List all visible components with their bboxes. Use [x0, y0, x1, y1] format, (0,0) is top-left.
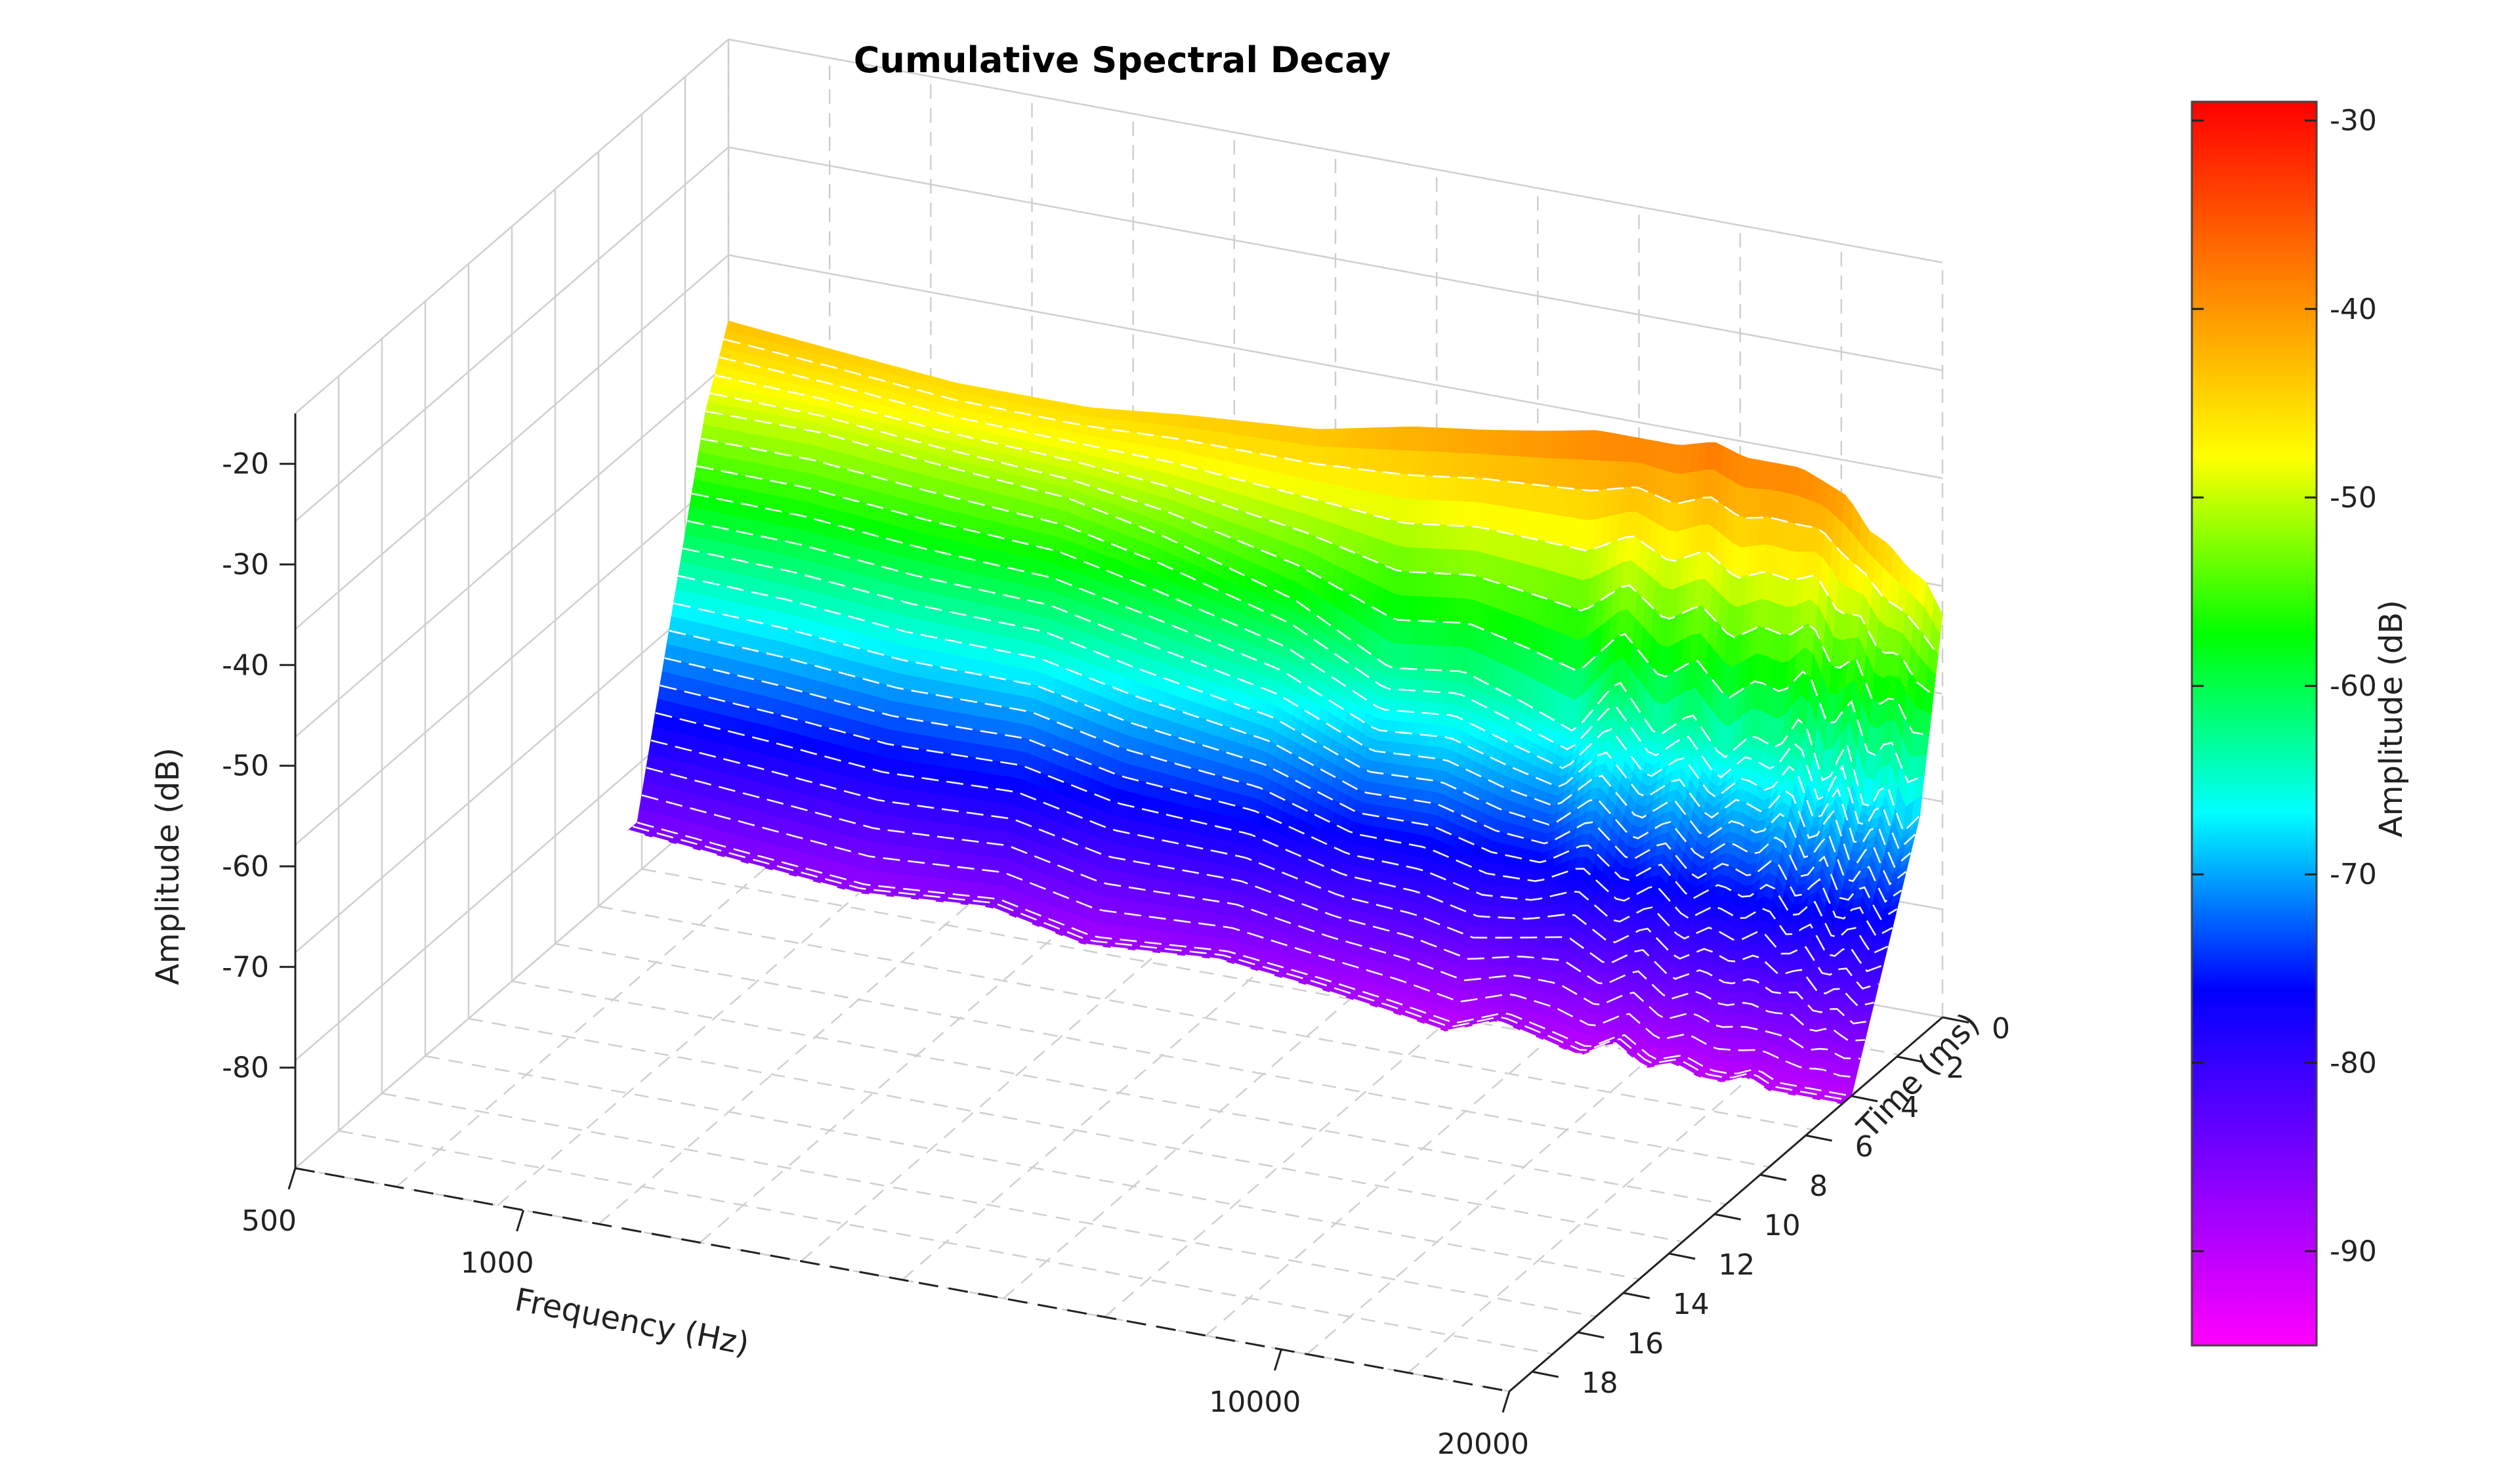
side-gridline: [295, 254, 729, 630]
floor-gridline: [598, 849, 1033, 1225]
side-gridline: [295, 39, 729, 414]
back-gridline: [728, 254, 1943, 479]
side-gridline: [295, 362, 729, 738]
floor-grid: [295, 793, 1943, 1393]
floor-gridline: [598, 905, 1813, 1131]
side-gridline: [295, 793, 729, 1169]
surface-cell: [1920, 710, 1932, 736]
side-gridline: [295, 146, 729, 522]
side-gridline: [295, 470, 729, 846]
side-gridline: [295, 578, 729, 954]
back-gridline: [728, 38, 1943, 264]
surface-cell: [1918, 733, 1929, 757]
floor-gridline: [381, 1092, 1597, 1318]
floor-gridline: [396, 812, 831, 1188]
decay-surface: [627, 320, 1943, 1105]
floor-gridline: [497, 830, 932, 1206]
back-gridline: [728, 146, 1943, 371]
floor-gridline: [468, 1017, 1683, 1243]
